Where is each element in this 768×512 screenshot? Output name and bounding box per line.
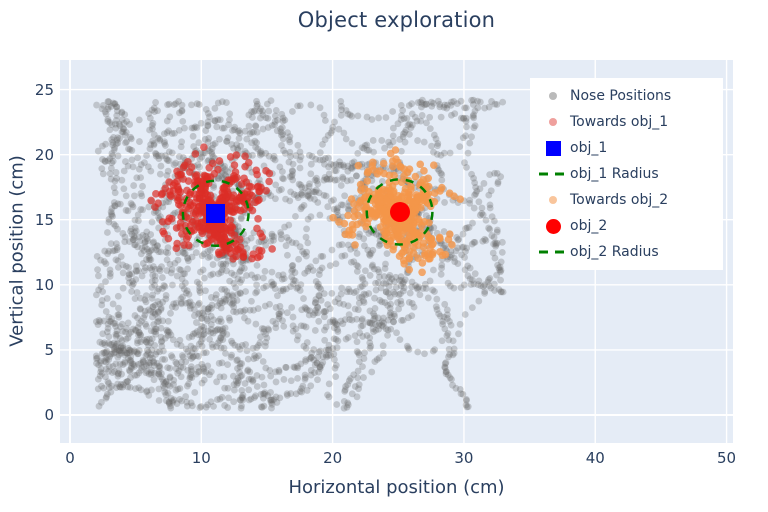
- legend-item-nose-positions[interactable]: Nose Positions: [536, 83, 723, 109]
- x-tick-label: 0: [65, 449, 75, 467]
- x-axis-title: Horizontal position (cm): [288, 477, 505, 498]
- y-tick-label: 15: [34, 210, 54, 229]
- legend-item-obj-1-radius[interactable]: obj_1 Radius: [536, 161, 723, 187]
- dot-marker-icon: [536, 92, 570, 100]
- x-tick-label: 50: [717, 449, 737, 467]
- y-tick-label: 20: [34, 145, 54, 164]
- legend-item-label: Nose Positions: [570, 88, 672, 104]
- square-marker-icon: [536, 140, 570, 156]
- legend-item-label: Towards obj_1: [570, 114, 669, 130]
- circle-marker-icon: [536, 218, 570, 234]
- dot-marker-icon: [536, 196, 570, 204]
- obj-1-radius-circle: [181, 179, 250, 248]
- dashed-line-icon: [536, 249, 570, 255]
- legend-item-obj-1[interactable]: obj_1: [536, 135, 723, 161]
- obj-1-marker[interactable]: [206, 203, 226, 223]
- y-axis-title: Vertical position (cm): [6, 155, 28, 347]
- obj-2-radius-circle: [365, 178, 434, 246]
- y-tick-label: 0: [44, 406, 54, 424]
- legend-item-towards-obj-1[interactable]: Towards obj_1: [536, 109, 723, 135]
- legend-item-label: obj_2 Radius: [570, 244, 659, 260]
- legend-item-label: obj_1 Radius: [570, 166, 659, 182]
- x-tick-label: 30: [454, 449, 474, 467]
- x-tick-label: 40: [585, 449, 605, 467]
- y-tick-label: 25: [34, 80, 54, 99]
- x-tick-label: 20: [323, 449, 343, 467]
- y-tick-label: 10: [34, 275, 54, 294]
- x-tick-label: 10: [191, 449, 211, 467]
- legend-item-obj-2[interactable]: obj_2: [536, 213, 723, 239]
- legend-item-obj-2-radius[interactable]: obj_2 Radius: [536, 239, 723, 265]
- legend: Nose Positions Towards obj_1 obj_1 obj_1 Ra…: [530, 78, 723, 270]
- radius-overlay: [181, 178, 434, 248]
- dot-marker-icon: [536, 118, 570, 126]
- dashed-line-icon: [536, 171, 570, 177]
- legend-item-label: obj_2: [570, 218, 608, 234]
- obj-2-marker[interactable]: [389, 201, 410, 222]
- legend-item-label: Towards obj_2: [570, 192, 669, 208]
- legend-item-towards-obj-2[interactable]: Towards obj_2: [536, 187, 723, 213]
- chart-title: Object exploration: [297, 8, 496, 32]
- y-tick-label: 5: [44, 340, 54, 359]
- legend-item-label: obj_1: [570, 140, 608, 156]
